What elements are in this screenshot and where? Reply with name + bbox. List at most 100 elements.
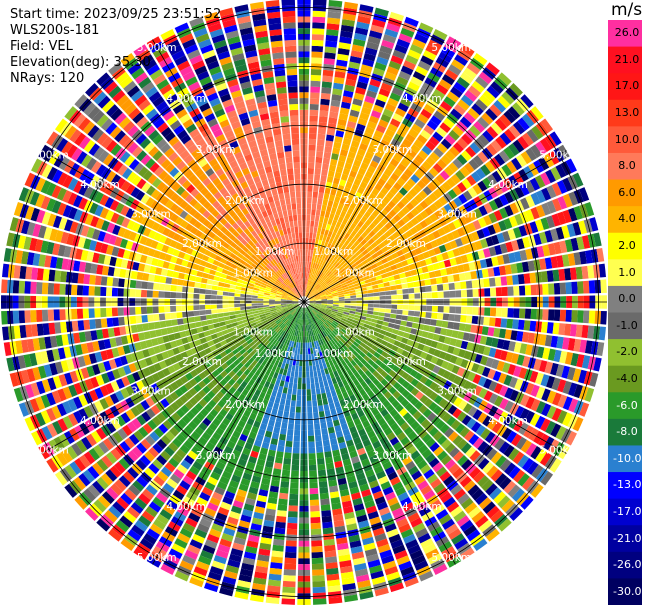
- velocity-gate: [321, 222, 327, 230]
- velocity-gate: [310, 92, 320, 99]
- velocity-gate: [396, 38, 410, 49]
- velocity-gate: [94, 308, 101, 318]
- velocity-gate: [338, 294, 345, 298]
- velocity-gate: [376, 93, 388, 103]
- velocity-gate: [488, 380, 498, 392]
- velocity-gate: [372, 155, 382, 164]
- velocity-gate: [484, 431, 496, 444]
- velocity-gate: [311, 244, 315, 251]
- velocity-gate: [350, 237, 357, 245]
- velocity-gate: [308, 305, 314, 310]
- velocity-gate: [321, 515, 333, 523]
- velocity-gate: [344, 296, 351, 299]
- velocity-gate: [308, 293, 313, 298]
- velocity-gate: [348, 315, 355, 320]
- velocity-gate: [568, 207, 578, 222]
- velocity-gate: [581, 235, 591, 249]
- velocity-gate: [308, 441, 315, 448]
- velocity-gate: [340, 24, 354, 33]
- velocity-gate: [404, 344, 412, 352]
- velocity-gate: [578, 220, 588, 235]
- velocity-gate: [494, 349, 503, 360]
- velocity-gate: [509, 202, 519, 215]
- velocity-gate: [322, 163, 329, 171]
- velocity-gate: [553, 349, 562, 363]
- velocity-gate: [464, 90, 478, 102]
- velocity-gate: [76, 285, 84, 296]
- velocity-gate: [540, 418, 551, 432]
- velocity-gate: [364, 47, 378, 56]
- velocity-gate: [516, 262, 524, 274]
- velocity-gate: [377, 144, 387, 154]
- velocity-gate: [572, 222, 582, 236]
- velocity-gate: [360, 268, 367, 275]
- velocity-gate: [530, 284, 537, 296]
- velocity-gate: [485, 483, 498, 496]
- velocity-gate: [291, 464, 300, 471]
- velocity-gate: [437, 450, 448, 461]
- velocity-gate: [314, 306, 321, 310]
- velocity-gate: [278, 439, 286, 447]
- velocity-gate: [309, 304, 315, 307]
- velocity-gate: [359, 341, 367, 348]
- velocity-gate: [377, 264, 385, 271]
- velocity-gate: [517, 454, 530, 468]
- velocity-gate: [315, 257, 320, 264]
- velocity-gate: [479, 259, 488, 269]
- velocity-gate: [357, 15, 371, 25]
- velocity-gate: [516, 238, 525, 250]
- velocity-gate: [312, 310, 317, 315]
- velocity-gate: [440, 438, 452, 450]
- velocity-gate: [312, 309, 318, 314]
- velocity-gate: [318, 116, 328, 123]
- velocity-gate: [511, 102, 525, 116]
- velocity-gate: [330, 323, 337, 329]
- velocity-gate: [269, 299, 275, 302]
- velocity-gate: [385, 295, 392, 300]
- velocity-gate: [293, 441, 300, 448]
- velocity-gate: [359, 246, 366, 253]
- velocity-gate: [368, 374, 376, 382]
- velocity-gate: [223, 283, 231, 288]
- velocity-gate: [324, 248, 329, 255]
- velocity-gate: [287, 511, 298, 518]
- velocity-gate: [24, 310, 31, 323]
- velocity-gate: [405, 366, 414, 375]
- velocity-gate: [367, 296, 374, 301]
- velocity-gate: [342, 272, 349, 278]
- velocity-gate: [363, 275, 370, 281]
- velocity-gate: [425, 338, 433, 347]
- velocity-gate: [401, 337, 409, 344]
- velocity-gate: [454, 237, 464, 247]
- velocity-gate: [318, 475, 327, 483]
- velocity-gate: [325, 262, 331, 269]
- velocity-gate: [194, 316, 201, 322]
- velocity-gate: [332, 293, 339, 297]
- velocity-gate: [367, 35, 381, 45]
- velocity-gate: [306, 220, 311, 227]
- velocity-gate: [334, 262, 340, 269]
- velocity-gate: [417, 343, 425, 351]
- velocity-gate: [482, 461, 494, 474]
- velocity-gate: [438, 335, 446, 343]
- velocity-gate: [538, 231, 548, 244]
- velocity-gate: [544, 334, 553, 347]
- velocity-gate: [337, 312, 344, 316]
- velocity-gate: [392, 373, 401, 382]
- velocity-gate: [480, 164, 491, 176]
- velocity-gate: [519, 408, 530, 421]
- velocity-gate: [105, 287, 113, 297]
- velocity-gate: [340, 101, 351, 110]
- velocity-gate: [506, 160, 518, 174]
- velocity-gate: [320, 273, 326, 279]
- velocity-gate: [539, 137, 552, 152]
- velocity-gate: [467, 406, 478, 417]
- velocity-gate: [275, 515, 287, 523]
- velocity-gate: [444, 69, 459, 81]
- velocity-gate: [314, 221, 319, 228]
- velocity-gate: [333, 214, 340, 222]
- velocity-gate: [382, 196, 391, 205]
- velocity-gate: [333, 328, 340, 334]
- velocity-gate: [429, 381, 438, 391]
- velocity-gate: [399, 187, 408, 196]
